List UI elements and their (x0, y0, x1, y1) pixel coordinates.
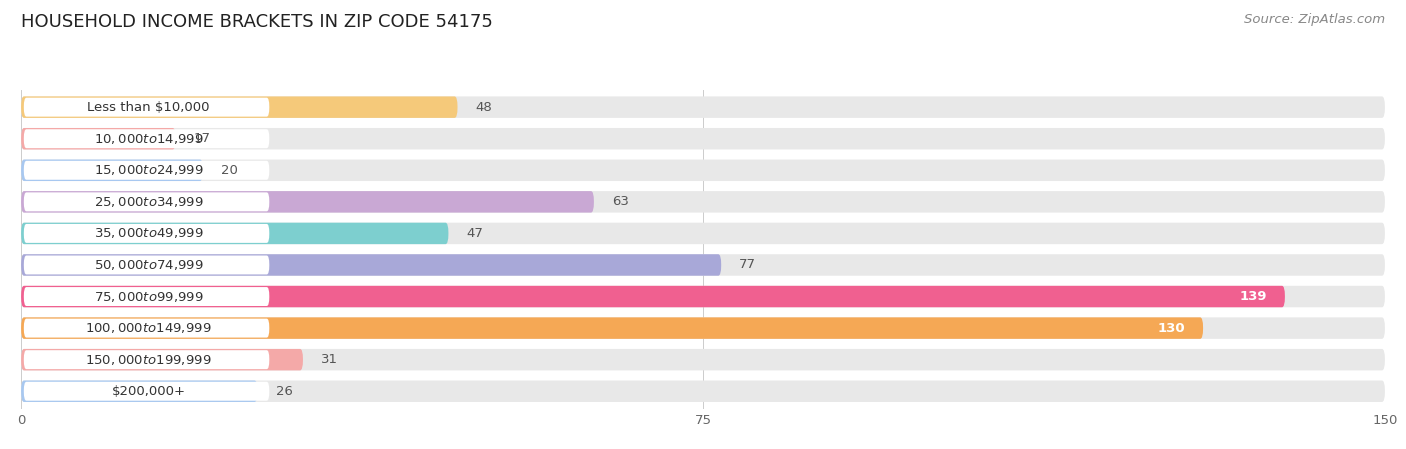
FancyBboxPatch shape (24, 98, 270, 117)
FancyBboxPatch shape (21, 159, 202, 181)
FancyBboxPatch shape (21, 191, 593, 212)
Text: 139: 139 (1239, 290, 1267, 303)
Text: 26: 26 (276, 385, 292, 398)
Text: $200,000+: $200,000+ (111, 385, 186, 398)
Text: $10,000 to $14,999: $10,000 to $14,999 (94, 132, 204, 146)
FancyBboxPatch shape (24, 255, 270, 274)
FancyBboxPatch shape (24, 382, 270, 401)
FancyBboxPatch shape (21, 380, 257, 402)
Text: 47: 47 (467, 227, 484, 240)
FancyBboxPatch shape (21, 317, 1385, 339)
FancyBboxPatch shape (21, 349, 302, 370)
FancyBboxPatch shape (24, 319, 270, 338)
FancyBboxPatch shape (24, 350, 270, 369)
Text: $100,000 to $149,999: $100,000 to $149,999 (86, 321, 212, 335)
FancyBboxPatch shape (24, 224, 270, 243)
Text: $150,000 to $199,999: $150,000 to $199,999 (86, 352, 212, 367)
Text: 20: 20 (221, 164, 238, 177)
Text: $25,000 to $34,999: $25,000 to $34,999 (94, 195, 204, 209)
Text: HOUSEHOLD INCOME BRACKETS IN ZIP CODE 54175: HOUSEHOLD INCOME BRACKETS IN ZIP CODE 54… (21, 13, 494, 31)
Text: 63: 63 (612, 195, 628, 208)
Text: 31: 31 (321, 353, 337, 366)
FancyBboxPatch shape (21, 159, 1385, 181)
FancyBboxPatch shape (21, 286, 1285, 307)
FancyBboxPatch shape (24, 287, 270, 306)
Text: $50,000 to $74,999: $50,000 to $74,999 (94, 258, 204, 272)
FancyBboxPatch shape (21, 254, 1385, 276)
Text: 17: 17 (194, 132, 211, 145)
FancyBboxPatch shape (24, 161, 270, 180)
FancyBboxPatch shape (24, 192, 270, 211)
FancyBboxPatch shape (21, 380, 1385, 402)
FancyBboxPatch shape (21, 191, 1385, 212)
Text: 77: 77 (740, 259, 756, 272)
FancyBboxPatch shape (21, 97, 457, 118)
Text: 48: 48 (475, 101, 492, 114)
FancyBboxPatch shape (21, 223, 449, 244)
FancyBboxPatch shape (21, 97, 1385, 118)
Text: $75,000 to $99,999: $75,000 to $99,999 (94, 290, 204, 304)
FancyBboxPatch shape (21, 254, 721, 276)
FancyBboxPatch shape (21, 223, 1385, 244)
FancyBboxPatch shape (21, 349, 1385, 370)
FancyBboxPatch shape (24, 129, 270, 148)
Text: Source: ZipAtlas.com: Source: ZipAtlas.com (1244, 13, 1385, 26)
Text: Less than $10,000: Less than $10,000 (87, 101, 209, 114)
Text: 130: 130 (1157, 321, 1185, 335)
Text: $35,000 to $49,999: $35,000 to $49,999 (94, 226, 204, 240)
FancyBboxPatch shape (21, 128, 176, 150)
FancyBboxPatch shape (21, 128, 1385, 150)
FancyBboxPatch shape (21, 286, 1385, 307)
Text: $15,000 to $24,999: $15,000 to $24,999 (94, 163, 204, 177)
FancyBboxPatch shape (21, 317, 1204, 339)
